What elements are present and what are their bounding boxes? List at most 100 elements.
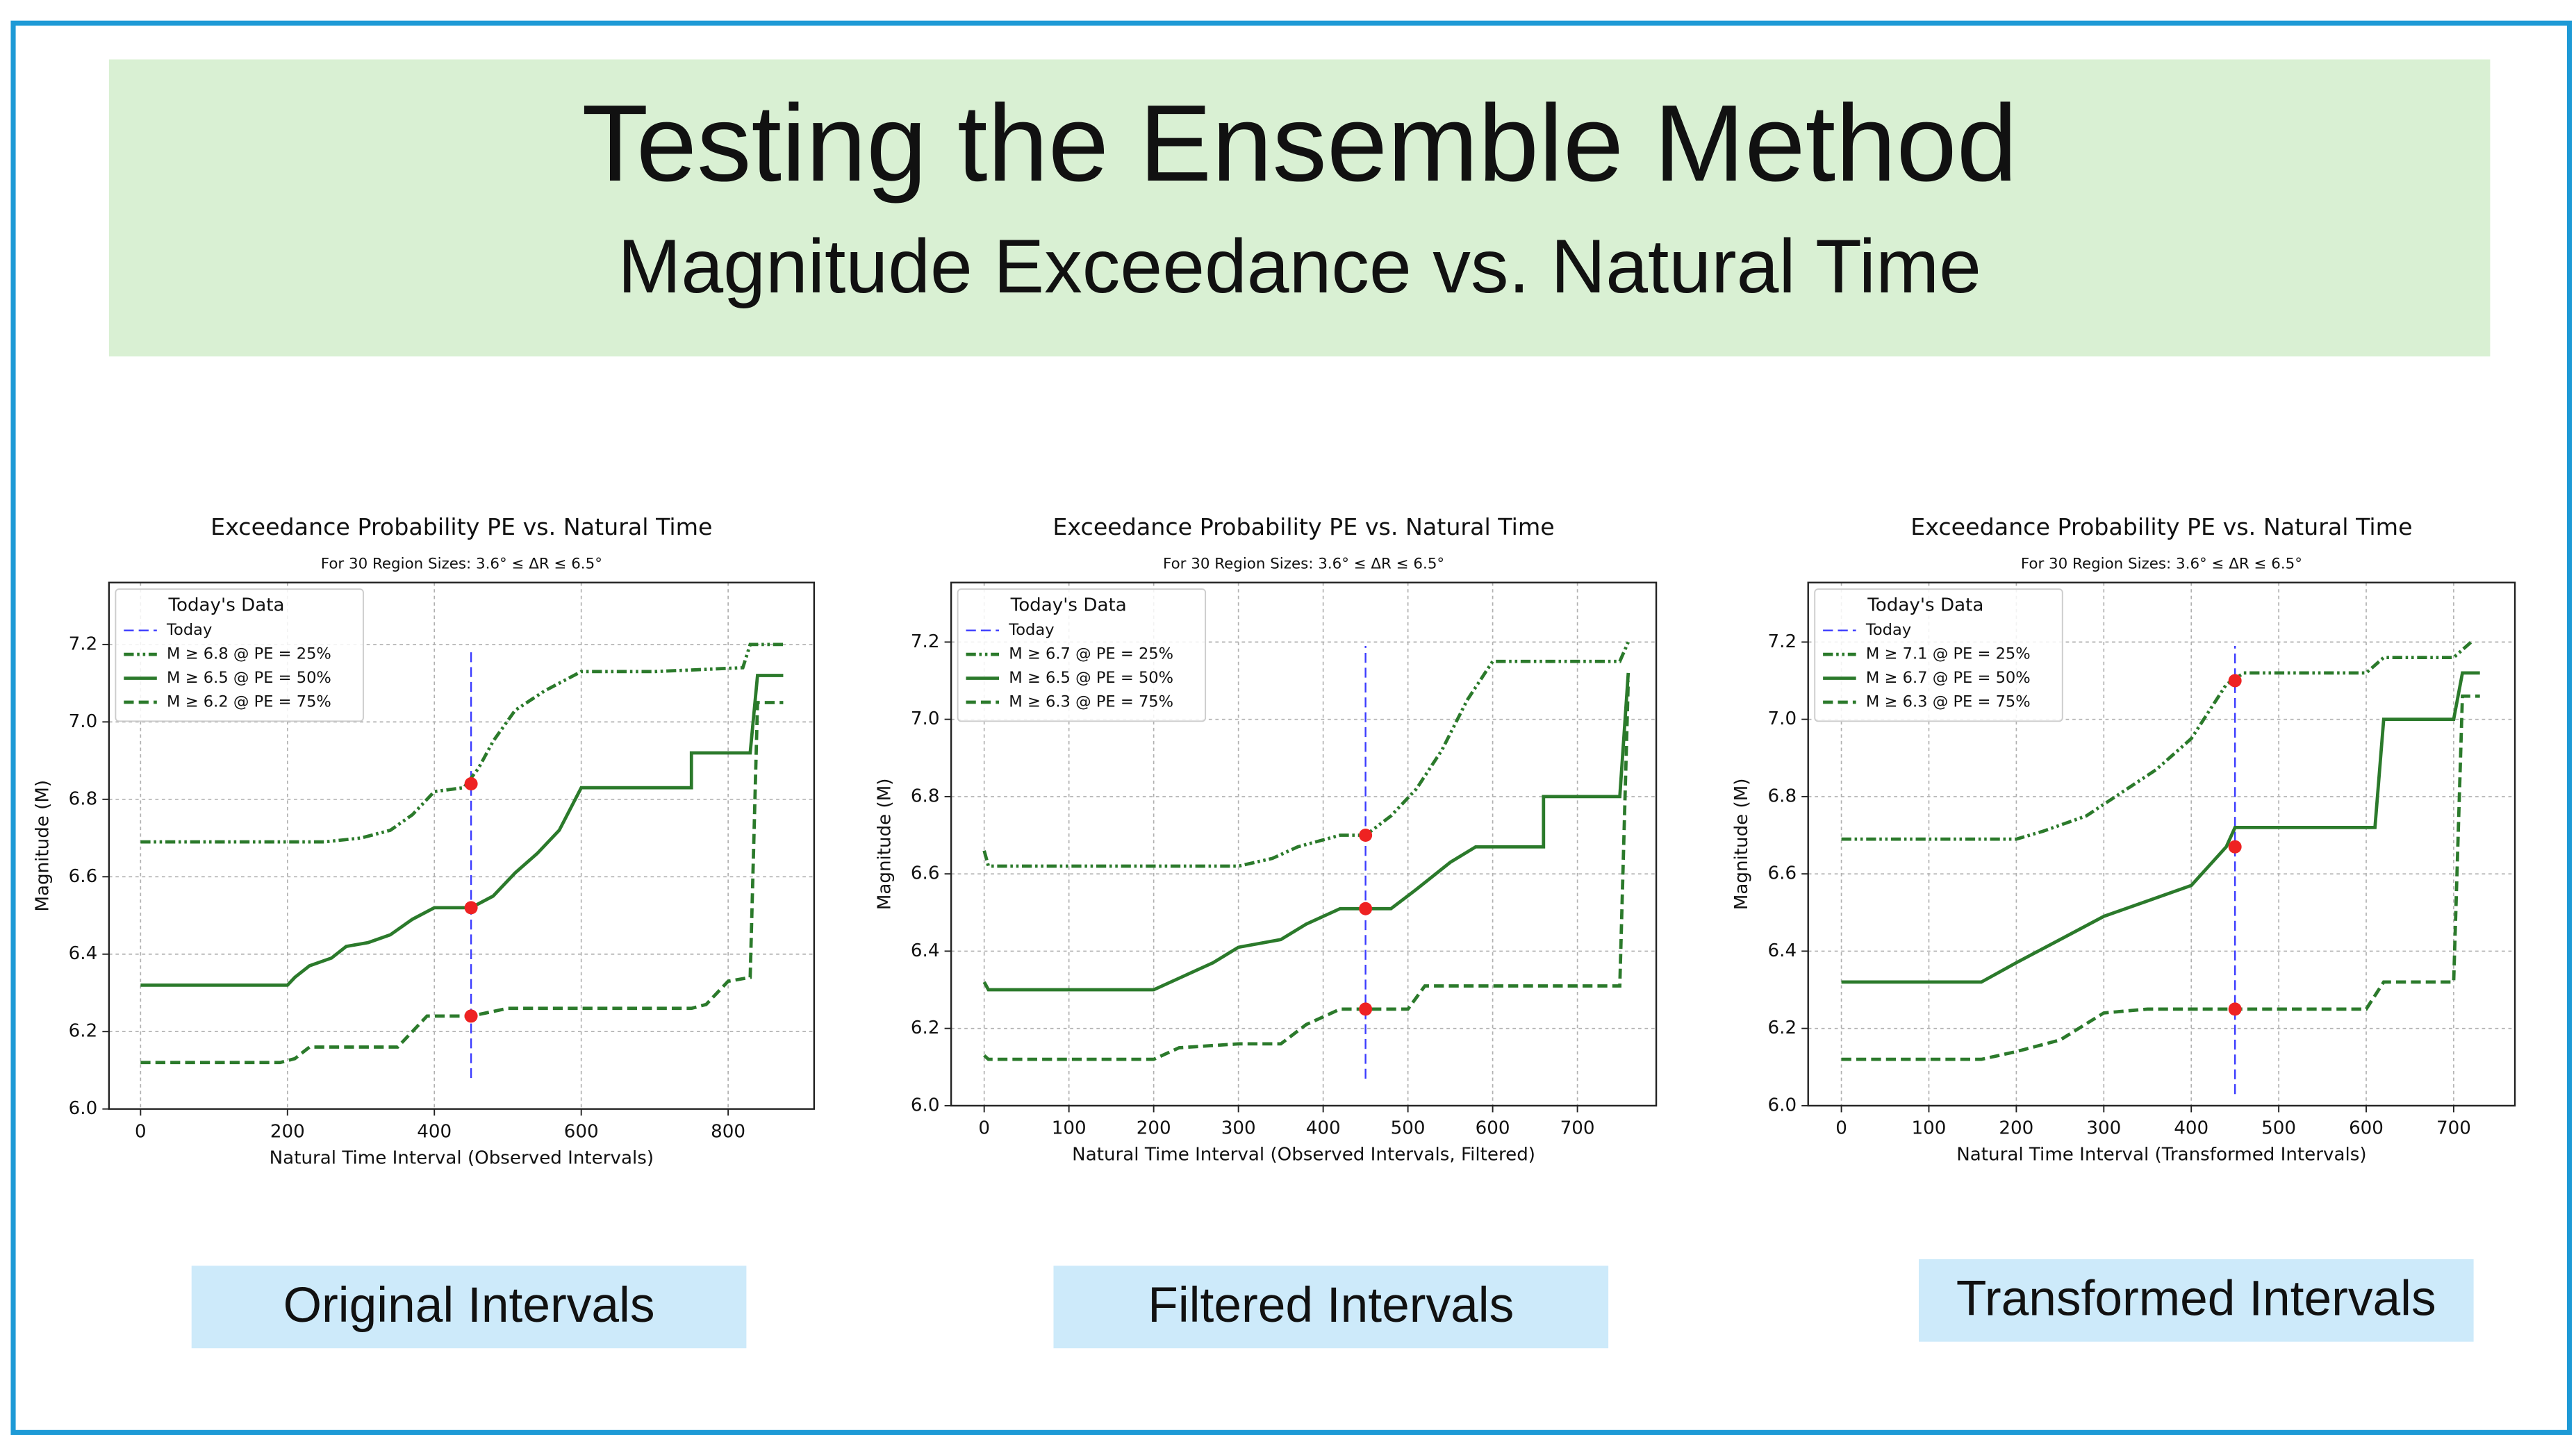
caption: Original Intervals [283,1277,655,1333]
chart-title: Exceedance Probability PE vs. Natural Ti… [1910,513,2412,540]
header-box [108,59,2491,357]
header-title: Testing the Ensemble Method [581,83,2017,204]
today-marker [1359,1002,1373,1016]
y-tick-label: 6.2 [911,1018,940,1038]
legend-label: M ≥ 6.7 @ PE = 25% [1009,645,1173,663]
y-tick-label: 6.8 [1768,786,1797,806]
today-marker [1359,829,1373,843]
y-tick-label: 6.8 [911,786,940,806]
y-tick-label: 6.6 [1768,863,1797,884]
legend-label: M ≥ 6.7 @ PE = 50% [1866,669,2031,687]
y-tick-label: 6.4 [911,940,940,961]
x-tick-label: 400 [1306,1118,1341,1139]
caption-box [191,1265,747,1349]
caption: Filtered Intervals [1148,1277,1514,1333]
today-marker [464,901,478,915]
legend-label: Today [1008,621,1054,639]
x-tick-label: 600 [2349,1118,2384,1139]
chart: Exceedance Probability PE vs. Natural Ti… [1731,513,2516,1165]
today-marker [2228,840,2242,854]
x-tick-label: 300 [2086,1118,2121,1139]
x-tick-label: 300 [1221,1118,1256,1139]
legend-label: M ≥ 6.3 @ PE = 75% [1866,692,2031,711]
chart-title: Exceedance Probability PE vs. Natural Ti… [210,513,712,540]
legend-label: Today [166,621,212,639]
y-tick-label: 6.6 [69,866,98,887]
legend-label: M ≥ 6.5 @ PE = 50% [1009,669,1173,687]
caption-box [1053,1265,1609,1349]
chart: Exceedance Probability PE vs. Natural Ti… [32,513,816,1168]
today-marker [464,1009,478,1023]
legend-label: M ≥ 6.2 @ PE = 75% [167,692,331,711]
caption-box [1918,1259,2474,1342]
y-tick-label: 6.0 [911,1095,940,1115]
y-axis-label: Magnitude (M) [875,779,895,911]
chart-title: Exceedance Probability PE vs. Natural Ti… [1052,513,1554,540]
today-marker [2228,1002,2242,1016]
caption: Transformed Intervals [1956,1271,2436,1327]
legend-label: M ≥ 6.8 @ PE = 25% [167,645,331,663]
legend-title: Today's Data [1010,595,1127,615]
x-tick-label: 0 [1835,1118,1847,1139]
x-tick-label: 800 [711,1121,745,1142]
plot-frame [108,581,816,1110]
x-tick-label: 100 [1052,1118,1087,1139]
series-line [1841,671,2480,984]
x-tick-label: 700 [2436,1118,2471,1139]
legend-title: Today's Data [1867,595,1983,615]
x-tick-label: 400 [2174,1118,2208,1139]
legend-label: M ≥ 6.5 @ PE = 50% [167,669,331,687]
x-tick-label: 100 [1912,1118,1947,1139]
y-axis-label: Magnitude (M) [32,780,53,912]
x-tick-label: 200 [1137,1118,1171,1139]
x-tick-label: 0 [135,1121,147,1142]
chart-subtitle: For 30 Region Sizes: 3.6° ≤ ΔR ≤ 6.5° [321,556,602,573]
x-tick-label: 200 [270,1121,305,1142]
today-marker [1359,902,1373,915]
x-axis-label: Natural Time Interval (Transformed Inter… [1956,1145,2366,1165]
y-tick-label: 6.2 [69,1021,98,1042]
y-tick-label: 7.2 [911,631,940,652]
series-line [983,680,1630,1061]
y-tick-label: 6.8 [69,788,98,809]
legend-label: M ≥ 6.3 @ PE = 75% [1009,692,1173,711]
today-marker [464,777,478,791]
y-tick-label: 6.0 [69,1098,98,1119]
y-tick-label: 6.6 [911,863,940,884]
plot-frame [950,581,1658,1107]
y-tick-label: 6.4 [69,943,98,964]
y-tick-label: 6.4 [1768,940,1797,961]
legend-label: M ≥ 7.1 @ PE = 25% [1866,645,2031,663]
x-tick-label: 600 [564,1121,599,1142]
x-axis-label: Natural Time Interval (Observed Interval… [270,1147,654,1168]
series-line [1841,694,2480,1061]
legend-box [115,588,364,722]
plot-frame [1807,581,2516,1107]
y-tick-label: 7.2 [69,633,98,654]
chart-subtitle: For 30 Region Sizes: 3.6° ≤ ΔR ≤ 6.5° [2021,556,2302,573]
x-tick-label: 700 [1560,1118,1595,1139]
legend-box [1814,588,2063,722]
series-line [982,641,1630,868]
x-axis-label: Natural Time Interval (Observed Interval… [1072,1145,1535,1165]
header-subtitle: Magnitude Exceedance vs. Natural Time [618,224,1981,309]
chart-subtitle: For 30 Region Sizes: 3.6° ≤ ΔR ≤ 6.5° [1163,556,1444,573]
y-tick-label: 7.0 [911,708,940,729]
y-tick-label: 7.0 [69,711,98,732]
x-tick-label: 600 [1476,1118,1510,1139]
x-tick-label: 500 [1391,1118,1426,1139]
legend-box [957,588,1207,722]
chart: Exceedance Probability PE vs. Natural Ti… [875,513,1658,1165]
x-tick-label: 500 [2261,1118,2296,1139]
series-line [982,672,1630,992]
series-line [1841,640,2472,841]
today-marker [2228,674,2242,688]
x-tick-label: 200 [1999,1118,2033,1139]
y-tick-label: 7.2 [1768,631,1797,652]
y-tick-label: 7.0 [1768,708,1797,729]
x-tick-label: 400 [417,1121,452,1142]
y-tick-label: 6.2 [1768,1018,1797,1038]
y-axis-label: Magnitude (M) [1731,779,1752,911]
legend-label: Today [1865,621,1911,639]
